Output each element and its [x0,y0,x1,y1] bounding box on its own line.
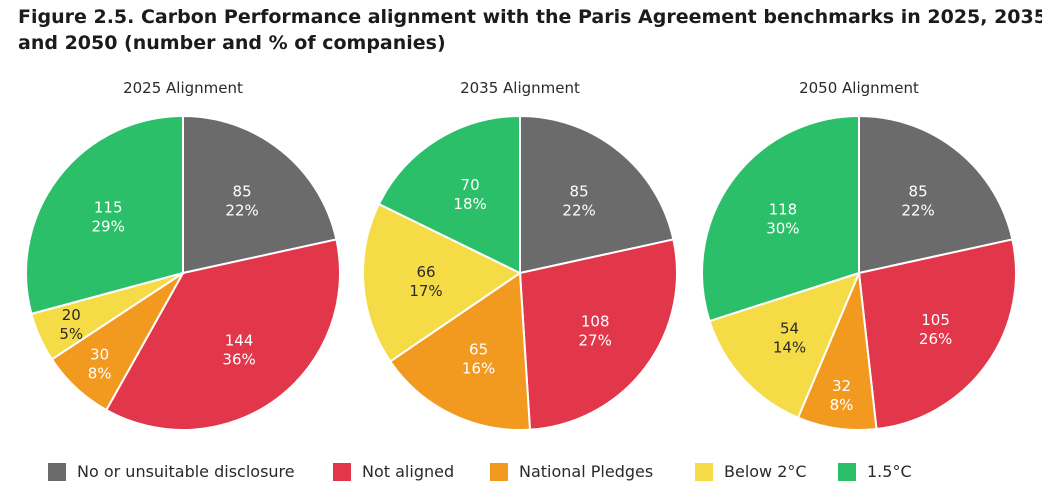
pie-slice-no-or-unsuitable-disclosure [858,114,1014,275]
slice-value: 85 [570,183,589,201]
pie-slice-no-or-unsuitable-disclosure [182,114,338,275]
slice-percent: 18% [453,195,486,213]
pie-slice-1-5c [377,114,521,275]
slice-label-not-aligned: 108 27% [579,313,612,350]
slice-label-1-5c: 70 18% [453,176,486,213]
slice-value: 115 [94,199,123,217]
legend-swatch [333,462,351,481]
chart-title: 2035 Alignment [460,79,580,97]
slice-label-national-pledges: 32 8% [830,377,854,414]
legend-item-1-5c: 1.5°C [838,462,912,481]
slice-label-below-2c: 20 5% [59,306,83,343]
pie-slice-below-2c [362,202,522,363]
slice-percent: 30% [766,220,799,238]
chart-title: 2050 Alignment [799,79,919,97]
slice-value: 54 [780,320,799,338]
legend-swatch [838,462,856,481]
slice-label-not-aligned: 105 26% [919,311,952,348]
legend-swatch [48,462,66,481]
slice-label-national-pledges: 65 16% [462,341,495,378]
pie-slice-not-aligned [518,238,678,431]
legend-item-below-2c: Below 2°C [695,462,807,481]
slice-percent: 8% [88,365,112,383]
slice-percent: 17% [409,282,442,300]
legend-item-not-aligned: Not aligned [333,462,454,481]
slice-value: 32 [832,377,851,395]
slice-value: 85 [233,183,252,201]
slice-value: 65 [469,341,488,359]
slice-label-not-aligned: 144 36% [222,332,255,369]
legend: No or unsuitable disclosure Not aligned Na… [48,462,1028,490]
slice-percent: 27% [579,332,612,350]
slice-value: 108 [581,313,610,331]
pie-chart-3: 2050 Alignment 85 22% 105 26% 32 8% 54 14% 118 30% [701,79,1017,431]
slice-value: 30 [90,346,109,364]
slice-percent: 5% [59,325,83,343]
slice-label-no-or-unsuitable-disclosure: 85 22% [901,183,934,220]
figure-title-line-2: and 2050 (number and % of companies) [18,32,446,54]
slice-percent: 36% [222,351,255,369]
legend-item-no-or-unsuitable-disclosure: No or unsuitable disclosure [48,462,295,481]
slice-value: 118 [769,201,798,219]
legend-swatch [490,462,508,481]
legend-label: No or unsuitable disclosure [77,462,295,481]
chart-title: 2025 Alignment [123,79,243,97]
pie-slice-no-or-unsuitable-disclosure [519,114,675,275]
figure-title: Figure 2.5. Carbon Performance alignment… [18,4,1042,56]
legend-item-national-pledges: National Pledges [490,462,653,481]
slice-percent: 26% [919,330,952,348]
legend-label: Below 2°C [724,462,807,481]
slice-label-below-2c: 54 14% [773,320,806,357]
slice-percent: 22% [562,202,595,220]
slice-label-no-or-unsuitable-disclosure: 85 22% [562,183,595,220]
slice-percent: 14% [773,339,806,357]
slice-label-national-pledges: 30 8% [88,346,112,383]
slice-percent: 8% [830,396,854,414]
slice-percent: 22% [901,202,934,220]
pie-slice-not-aligned [857,238,1017,431]
legend-label: National Pledges [519,462,654,481]
legend-swatch [695,462,713,481]
pie-chart-2: 2035 Alignment 85 22% 108 27% 65 16% 66 17% 70 18% [362,79,678,431]
slice-value: 105 [921,311,950,329]
slice-percent: 16% [462,360,495,378]
legend-label: 1.5°C [867,462,912,481]
pie-slice-1-5c [24,114,184,316]
slice-label-below-2c: 66 17% [409,263,442,300]
slice-percent: 29% [92,218,125,236]
slice-percent: 22% [225,202,258,220]
slice-label-no-or-unsuitable-disclosure: 85 22% [225,183,258,220]
pie-slice-national-pledges [388,271,532,431]
slice-label-1-5c: 115 29% [92,199,125,236]
slice-value: 20 [62,306,81,324]
slice-value: 85 [909,183,928,201]
slice-value: 66 [416,263,435,281]
slice-value: 70 [461,176,480,194]
slice-label-1-5c: 118 30% [766,201,799,238]
pie-slice-1-5c [701,114,860,323]
pie-slice-not-aligned [104,238,341,431]
slice-value: 144 [225,332,254,350]
figure-title-line-1: Figure 2.5. Carbon Performance alignment… [18,6,1042,28]
legend-label: Not aligned [362,462,455,481]
